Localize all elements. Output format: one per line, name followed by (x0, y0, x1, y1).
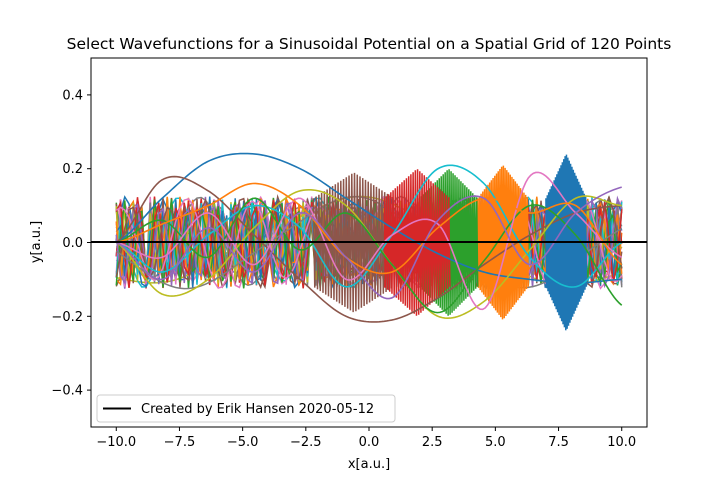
y-axis-label: y[a.u.] (29, 221, 44, 263)
y-tick-label: −0.2 (51, 310, 83, 325)
wavefunction-series-6 (116, 182, 623, 275)
y-tick-label: 0.4 (62, 88, 83, 103)
legend-box (96, 394, 396, 423)
wavefunction-series-1 (115, 175, 622, 323)
wavefunction-series-5 (116, 171, 623, 311)
x-tick-label: 7.5 (548, 435, 569, 450)
x-tick-label: −2.5 (290, 435, 322, 450)
wavefunction-series-0 (115, 152, 622, 284)
x-tick-label: −5.0 (227, 435, 259, 450)
y-tick-label: 0.0 (62, 236, 83, 251)
legend-entry-label: Created by Erik Hansen 2020-05-12 (141, 402, 374, 417)
x-tick-label: 0.0 (359, 435, 380, 450)
x-tick-label: 5.0 (485, 435, 506, 450)
chart-title: Select Wavefunctions for a Sinusoidal Po… (67, 35, 672, 53)
x-tick-label: −7.5 (164, 435, 196, 450)
wavefunction-series-7 (115, 186, 622, 300)
x-tick-label: −10.0 (96, 435, 136, 450)
y-axis-ticks: −0.4 −0.2 0.0 0.2 0.4 (51, 88, 91, 399)
x-tick-label: 10.0 (607, 435, 636, 450)
x-tick-label: 2.5 (422, 435, 443, 450)
y-tick-label: 0.2 (62, 162, 83, 177)
x-axis-label: x[a.u.] (348, 457, 390, 472)
legend: Created by Erik Hansen 2020-05-12 (96, 394, 396, 423)
y-tick-label: −0.4 (51, 384, 83, 399)
series-layer (115, 152, 623, 331)
x-axis-ticks: −10.0 −7.5 −5.0 −2.5 0.0 2.5 5.0 7.5 10.0 (96, 427, 636, 450)
wavefunction-series-4 (116, 197, 623, 314)
